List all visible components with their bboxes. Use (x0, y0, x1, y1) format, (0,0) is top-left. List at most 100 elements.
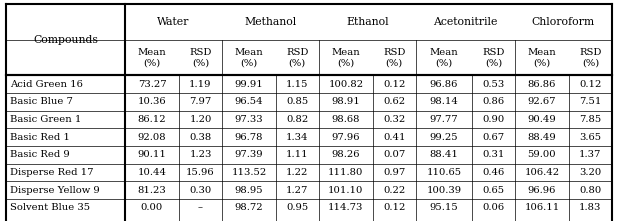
Text: 0.00: 0.00 (141, 203, 163, 212)
Text: Ethanol: Ethanol (346, 17, 389, 27)
Text: 98.26: 98.26 (332, 150, 360, 159)
Text: 90.49: 90.49 (528, 115, 556, 124)
Text: Mean
(%): Mean (%) (234, 48, 263, 67)
Text: RSD
(%): RSD (%) (189, 48, 211, 67)
Text: 0.53: 0.53 (482, 80, 505, 89)
Text: 1.37: 1.37 (579, 150, 601, 159)
Text: 1.83: 1.83 (579, 203, 601, 212)
Text: 1.15: 1.15 (286, 80, 308, 89)
Text: Mean
(%): Mean (%) (138, 48, 166, 67)
Text: 98.14: 98.14 (430, 97, 459, 106)
Text: RSD
(%): RSD (%) (286, 48, 308, 67)
Text: Solvent Blue 35: Solvent Blue 35 (10, 203, 90, 212)
Text: 96.78: 96.78 (235, 133, 263, 142)
Text: 59.00: 59.00 (528, 150, 556, 159)
Text: Compounds: Compounds (33, 35, 98, 45)
Text: 0.12: 0.12 (383, 203, 405, 212)
Text: 0.95: 0.95 (286, 203, 308, 212)
Text: 106.42: 106.42 (525, 168, 559, 177)
Text: 0.67: 0.67 (483, 133, 504, 142)
Text: 110.65: 110.65 (426, 168, 462, 177)
Text: 3.65: 3.65 (579, 133, 601, 142)
Text: 0.31: 0.31 (482, 150, 505, 159)
Text: 0.86: 0.86 (483, 97, 504, 106)
Text: 0.65: 0.65 (483, 186, 504, 195)
Text: 7.97: 7.97 (189, 97, 211, 106)
Text: 100.82: 100.82 (328, 80, 363, 89)
Text: 7.51: 7.51 (579, 97, 601, 106)
Text: Basic Red 1: Basic Red 1 (10, 133, 70, 142)
Text: 0.97: 0.97 (383, 168, 405, 177)
Text: 114.73: 114.73 (328, 203, 363, 212)
Text: Methanol: Methanol (244, 17, 297, 27)
Text: 98.68: 98.68 (332, 115, 360, 124)
Text: 95.15: 95.15 (430, 203, 459, 212)
Text: 97.96: 97.96 (332, 133, 360, 142)
Text: 10.36: 10.36 (138, 97, 166, 106)
Text: 1.22: 1.22 (286, 168, 308, 177)
Text: 73.27: 73.27 (138, 80, 166, 89)
Text: Disperse Red 17: Disperse Red 17 (10, 168, 93, 177)
Text: 10.44: 10.44 (137, 168, 166, 177)
Text: Basic Red 9: Basic Red 9 (10, 150, 70, 159)
Text: 86.12: 86.12 (138, 115, 166, 124)
Text: 0.06: 0.06 (483, 203, 504, 212)
Text: 1.11: 1.11 (286, 150, 308, 159)
Text: 106.11: 106.11 (524, 203, 559, 212)
Text: 88.49: 88.49 (528, 133, 556, 142)
Text: 99.25: 99.25 (430, 133, 458, 142)
Text: RSD
(%): RSD (%) (482, 48, 505, 67)
Text: 0.80: 0.80 (579, 186, 601, 195)
Text: 0.12: 0.12 (383, 80, 405, 89)
Text: Basic Blue 7: Basic Blue 7 (10, 97, 73, 106)
Text: 0.32: 0.32 (383, 115, 405, 124)
Text: 3.20: 3.20 (579, 168, 601, 177)
Text: –: – (198, 203, 203, 212)
Text: 0.22: 0.22 (383, 186, 405, 195)
Text: 100.39: 100.39 (426, 186, 462, 195)
Text: 0.38: 0.38 (189, 133, 211, 142)
Text: Acid Green 16: Acid Green 16 (10, 80, 83, 89)
Text: 88.41: 88.41 (430, 150, 459, 159)
Text: 113.52: 113.52 (231, 168, 266, 177)
Text: 97.33: 97.33 (235, 115, 263, 124)
Text: 101.10: 101.10 (328, 186, 363, 195)
Text: 97.39: 97.39 (235, 150, 263, 159)
Text: 98.91: 98.91 (331, 97, 360, 106)
Text: 96.54: 96.54 (235, 97, 263, 106)
Text: 1.19: 1.19 (189, 80, 212, 89)
Text: 1.20: 1.20 (189, 115, 211, 124)
Text: 92.08: 92.08 (138, 133, 166, 142)
Text: 0.46: 0.46 (482, 168, 505, 177)
Text: 111.80: 111.80 (328, 168, 363, 177)
Text: Mean
(%): Mean (%) (528, 48, 556, 67)
Text: 0.85: 0.85 (286, 97, 308, 106)
Text: Mean
(%): Mean (%) (430, 48, 459, 67)
Text: Basic Green 1: Basic Green 1 (10, 115, 81, 124)
Text: 90.11: 90.11 (138, 150, 166, 159)
Text: 15.96: 15.96 (186, 168, 214, 177)
Text: Acetonitrile: Acetonitrile (433, 17, 497, 27)
Text: RSD
(%): RSD (%) (383, 48, 405, 67)
Text: 96.96: 96.96 (528, 186, 556, 195)
Text: 98.72: 98.72 (235, 203, 263, 212)
Text: Mean
(%): Mean (%) (331, 48, 360, 67)
Text: 86.86: 86.86 (528, 80, 556, 89)
Text: Chloroform: Chloroform (532, 17, 595, 27)
Text: Water: Water (157, 17, 190, 27)
Text: 0.12: 0.12 (579, 80, 601, 89)
Text: 98.95: 98.95 (235, 186, 263, 195)
Text: 1.27: 1.27 (286, 186, 308, 195)
Text: 7.85: 7.85 (579, 115, 601, 124)
Text: 0.30: 0.30 (189, 186, 211, 195)
Text: 1.34: 1.34 (286, 133, 308, 142)
Text: 0.41: 0.41 (383, 133, 405, 142)
Text: 81.23: 81.23 (138, 186, 166, 195)
Text: 97.77: 97.77 (430, 115, 458, 124)
Text: Disperse Yellow 9: Disperse Yellow 9 (10, 186, 99, 195)
Text: 99.91: 99.91 (234, 80, 263, 89)
Text: 92.67: 92.67 (528, 97, 556, 106)
Text: 0.90: 0.90 (482, 115, 505, 124)
Text: 0.82: 0.82 (286, 115, 308, 124)
Text: 1.23: 1.23 (189, 150, 211, 159)
